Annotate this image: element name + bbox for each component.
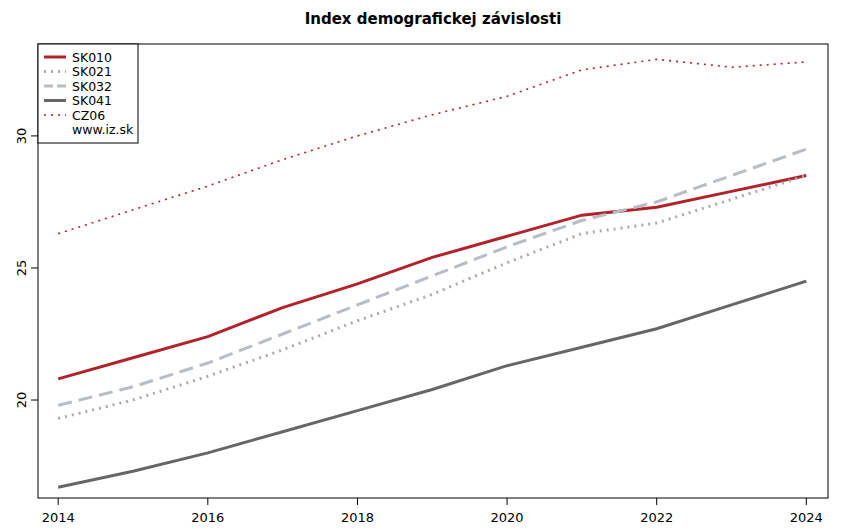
annotation: www.iz.sk xyxy=(72,122,134,137)
y-tick xyxy=(31,267,38,268)
y-tick-label: 30 xyxy=(14,128,29,145)
x-tick xyxy=(806,498,807,505)
legend-swatch xyxy=(44,114,66,116)
legend-swatch xyxy=(44,85,66,88)
series-line xyxy=(58,149,806,405)
x-tick-label: 2014 xyxy=(42,510,75,525)
legend-label: SK041 xyxy=(72,93,112,108)
x-tick xyxy=(507,498,508,505)
chart: Index demografickej závislosti 2014 2016 20… xyxy=(0,0,850,532)
y-tick-label: 20 xyxy=(14,392,29,409)
legend-label: CZ06 xyxy=(72,108,105,123)
legend-label: SK021 xyxy=(72,64,112,79)
x-tick-label: 2024 xyxy=(790,510,823,525)
x-tick xyxy=(656,498,657,505)
plot-frame xyxy=(38,44,828,498)
x-tick xyxy=(58,498,59,505)
y-tick xyxy=(31,135,38,136)
series-line xyxy=(58,176,806,379)
series-line xyxy=(58,176,806,419)
y-tick-label: 25 xyxy=(14,260,29,277)
title: Index demografickej závislosti xyxy=(305,10,562,28)
series-line xyxy=(58,59,806,233)
legend-swatch xyxy=(44,99,66,102)
x-tick-label: 2016 xyxy=(191,510,224,525)
series-line xyxy=(58,281,806,487)
legend-swatch xyxy=(44,70,66,73)
legend-swatch xyxy=(44,56,66,59)
x-tick-label: 2020 xyxy=(491,510,524,525)
legend: SK010SK021SK032SK041CZ06www.iz.sk xyxy=(38,44,138,143)
x-tick xyxy=(207,498,208,505)
legend-label: SK010 xyxy=(72,50,112,65)
legend-label: SK032 xyxy=(72,79,112,94)
x-tick-label: 2022 xyxy=(640,510,673,525)
plot-lines xyxy=(58,59,806,487)
y-tick xyxy=(31,400,38,401)
x-tick xyxy=(357,498,358,505)
legend-box xyxy=(38,44,138,143)
x-tick-label: 2018 xyxy=(341,510,374,525)
